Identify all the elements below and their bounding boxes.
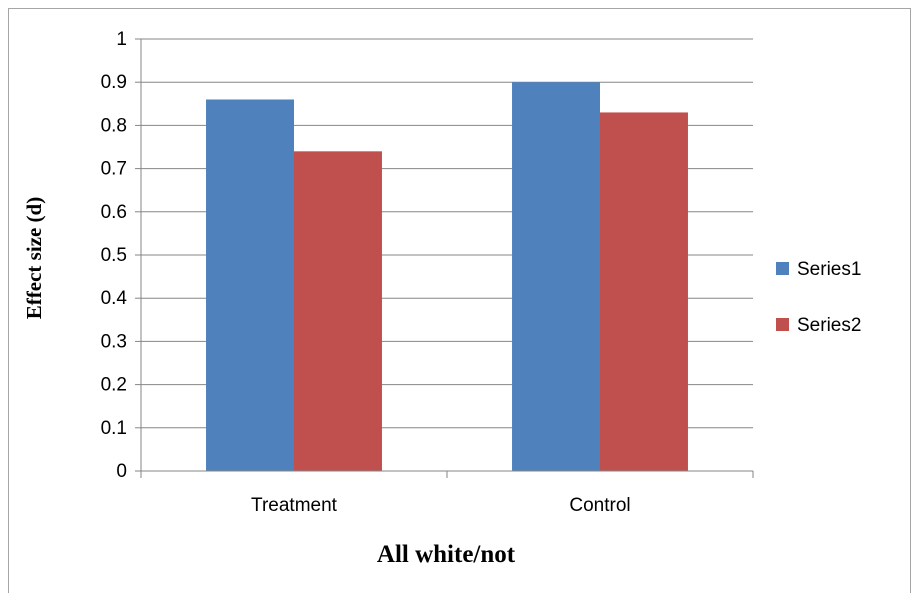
y-tick-label: 0.3	[101, 331, 127, 352]
legend-label-series2: Series2	[797, 315, 861, 336]
bar-series1-control	[512, 82, 600, 471]
legend: Series1 Series2	[776, 259, 861, 336]
legend-swatch-series1	[776, 262, 789, 275]
y-tick-label: 0.2	[101, 375, 127, 396]
y-axis-title: Effect size (d)	[22, 197, 46, 319]
y-tick-label: 0.5	[101, 245, 127, 266]
chart-frame	[8, 8, 911, 593]
y-tick-label: 0.8	[101, 115, 127, 136]
bars	[206, 82, 688, 471]
legend-label-series1: Series1	[797, 259, 861, 280]
y-tick-labels: 0 0.1 0.2 0.3 0.4 0.5 0.6 0.7 0.8 0.9 1	[101, 29, 128, 482]
y-tick-label: 0.9	[101, 72, 127, 93]
x-axis-title: All white/not	[377, 541, 516, 568]
x-tick-label: Control	[569, 495, 630, 516]
bar-series1-treatment	[206, 99, 294, 471]
y-tick-label: 0.7	[101, 159, 127, 180]
x-tick-labels: Treatment Control	[251, 495, 631, 516]
bar-series2-control	[600, 112, 688, 471]
y-tick-label: 0.1	[101, 418, 127, 439]
x-tick-label: Treatment	[251, 495, 338, 516]
y-tick-label: 0	[116, 461, 127, 482]
legend-swatch-series2	[776, 318, 789, 331]
bar-series2-treatment	[294, 151, 382, 471]
y-tick-label: 0.4	[101, 288, 128, 309]
y-tick-label: 1	[116, 29, 127, 50]
y-tick-label: 0.6	[101, 202, 127, 223]
axes	[140, 39, 754, 478]
